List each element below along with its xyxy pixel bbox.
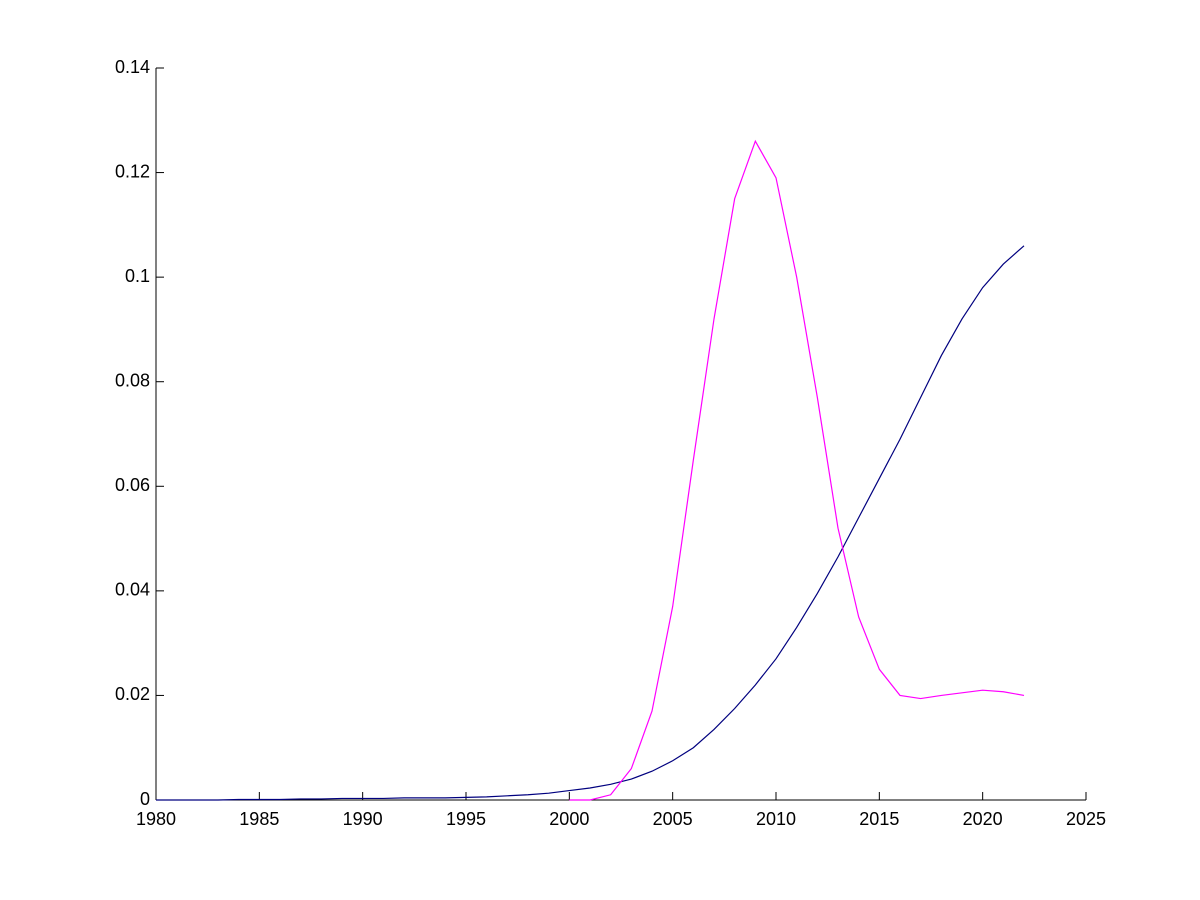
- y-tick-label: 0.02: [115, 684, 150, 704]
- y-tick-label: 0.08: [115, 370, 150, 390]
- series-line: [569, 139, 1025, 801]
- x-tick-label: 1980: [136, 809, 176, 829]
- y-tick-label: 0.06: [115, 475, 150, 495]
- x-tick-label: 2010: [756, 809, 796, 829]
- y-tick-label: 0.12: [115, 161, 150, 181]
- y-tick-label: 0.1: [125, 266, 150, 286]
- y-tick-label: 0.04: [115, 580, 150, 600]
- x-tick-label: 1985: [239, 809, 279, 829]
- x-tick-label: 2015: [859, 809, 899, 829]
- x-tick-label: 2025: [1066, 809, 1106, 829]
- x-tick-label: 2000: [549, 809, 589, 829]
- x-tick-label: 2020: [963, 809, 1003, 829]
- x-tick-label: 2005: [653, 809, 693, 829]
- x-tick-label: 1990: [343, 809, 383, 829]
- series-line: [156, 245, 1025, 801]
- y-tick-label: 0.14: [115, 57, 150, 77]
- x-tick-label: 1995: [446, 809, 486, 829]
- y-tick-label: 0: [140, 789, 150, 809]
